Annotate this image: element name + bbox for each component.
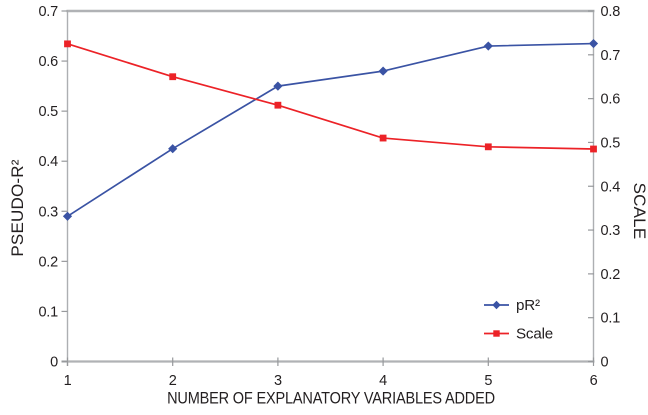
series-scale-line xyxy=(67,43,594,150)
right-y-tick-label: 0.4 xyxy=(601,179,621,195)
x-axis: 1 2 3 4 5 6 xyxy=(64,357,598,389)
left-y-tick-label: 0.7 xyxy=(38,4,58,20)
series-pr2-marker xyxy=(273,81,283,91)
legend-marker-pr2 xyxy=(492,300,501,310)
right-y-tick-label: 0.7 xyxy=(601,48,621,64)
series-pr2-marker xyxy=(62,211,73,221)
legend-marker-scale xyxy=(493,330,500,337)
legend-item-pr2: pR² xyxy=(484,297,540,314)
series-pr2-line xyxy=(67,42,594,218)
x-tick-label: 2 xyxy=(169,373,177,389)
series-pr2 xyxy=(62,38,599,221)
x-tick-label: 6 xyxy=(590,373,598,389)
legend-item-scale: Scale xyxy=(484,326,553,343)
right-y-tick-label: 0.6 xyxy=(601,92,621,108)
right-y-axis-title: SCALE xyxy=(630,182,648,240)
right-y-tick-label: 0.3 xyxy=(601,223,621,239)
x-tick-label: 1 xyxy=(64,373,72,389)
x-axis-title: NUMBER OF EXPLANATORY VARIABLES ADDED xyxy=(167,389,495,408)
right-y-tick-label: 0.1 xyxy=(601,311,621,327)
right-y-tick-label: 0 xyxy=(601,355,609,371)
x-tick-label: 5 xyxy=(484,373,492,389)
left-y-tick-label: 0 xyxy=(50,355,58,371)
left-y-tick-label: 0.1 xyxy=(38,304,58,320)
right-y-axis: 0 0.1 0.2 0.3 0.4 0.5 0.6 0.7 0.8 xyxy=(588,4,620,371)
right-y-tick-label: 0.2 xyxy=(601,267,621,283)
left-y-tick-label: 0.6 xyxy=(38,54,58,70)
series-pr2-marker xyxy=(483,41,493,51)
series-scale-marker xyxy=(590,145,597,153)
series-scale-marker xyxy=(64,40,71,48)
left-y-tick-label: 0.4 xyxy=(38,154,58,170)
legend-label: Scale xyxy=(516,326,553,343)
series-scale-marker xyxy=(169,73,177,81)
left-y-tick-label: 0.5 xyxy=(38,104,58,120)
left-y-axis: 0 0.1 0.2 0.3 0.4 0.5 0.6 0.7 xyxy=(38,4,68,371)
series-pr2-marker xyxy=(588,38,599,49)
right-y-tick-label: 0.5 xyxy=(601,135,621,151)
left-y-tick-label: 0.3 xyxy=(38,204,58,220)
legend-label: pR² xyxy=(516,297,540,314)
series-scale-marker xyxy=(484,143,492,151)
x-tick-label: 4 xyxy=(379,373,387,389)
x-tick-label: 3 xyxy=(274,373,282,389)
series-scale xyxy=(64,40,597,153)
series-scale-marker xyxy=(379,134,387,142)
legend: pR² Scale xyxy=(484,297,553,343)
right-y-tick-label: 0.8 xyxy=(601,4,621,20)
series-pr2-marker xyxy=(168,144,178,154)
left-y-tick-label: 0.2 xyxy=(38,254,58,270)
left-y-axis-title: PSEUDO-R² xyxy=(8,159,27,257)
series-scale-marker xyxy=(274,101,282,109)
series-pr2-marker xyxy=(378,66,388,76)
